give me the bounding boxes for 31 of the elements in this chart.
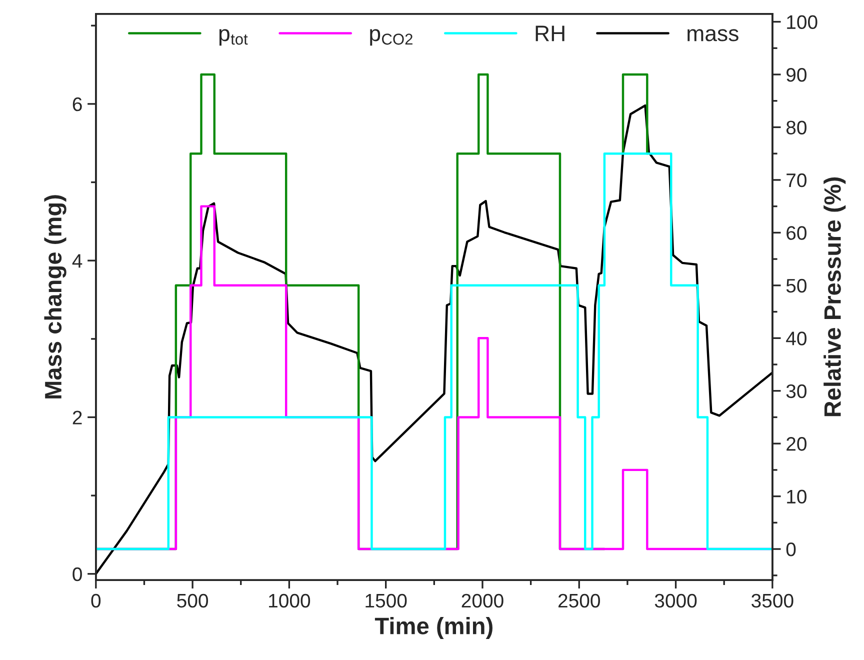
y2-tick-label: 60	[786, 226, 806, 240]
x-tick-label: 1000	[269, 594, 310, 608]
y2-tick-label: 0	[786, 542, 796, 556]
x-tick-label: 3000	[654, 594, 697, 608]
legend-label: mass	[688, 29, 738, 42]
y2-tick-label: 80	[786, 120, 806, 134]
legend-label: RH	[536, 26, 564, 42]
y2-tick-label: 90	[786, 68, 806, 82]
y2-tick-label: 100	[787, 15, 818, 30]
x-tick-label: 500	[177, 594, 208, 608]
line-series	[96, 104, 772, 575]
x-tick-label: 2500	[558, 594, 600, 608]
x-tick-label: 2000	[462, 594, 504, 608]
x-tick-label: 3500	[752, 594, 794, 608]
y2-tick-label: 50	[786, 278, 806, 293]
y-tick-label: 0	[72, 567, 82, 582]
legend-label: p$_{CO2}$	[370, 29, 412, 46]
y2-tick-label: 40	[786, 332, 806, 346]
x-tick-label: 0	[91, 594, 101, 608]
x-axis-title: Time (min)	[374, 617, 492, 640]
y-tick-label: 2	[72, 410, 82, 424]
y2-tick-label: 10	[787, 490, 806, 504]
y-tick-label: 6	[72, 97, 82, 112]
x-tick-label: 1500	[366, 594, 407, 608]
y-axis-title: Mass change (mg)	[44, 195, 66, 398]
y-tick-label: 4	[72, 254, 82, 268]
y2-tick-label: 20	[786, 437, 806, 451]
y2-tick-label: 70	[786, 173, 806, 188]
legend-label: p$_{tot}$	[219, 29, 248, 46]
y2-axis-title: Relative Pressure (%)	[824, 177, 846, 416]
y2-tick-label: 30	[786, 384, 806, 398]
